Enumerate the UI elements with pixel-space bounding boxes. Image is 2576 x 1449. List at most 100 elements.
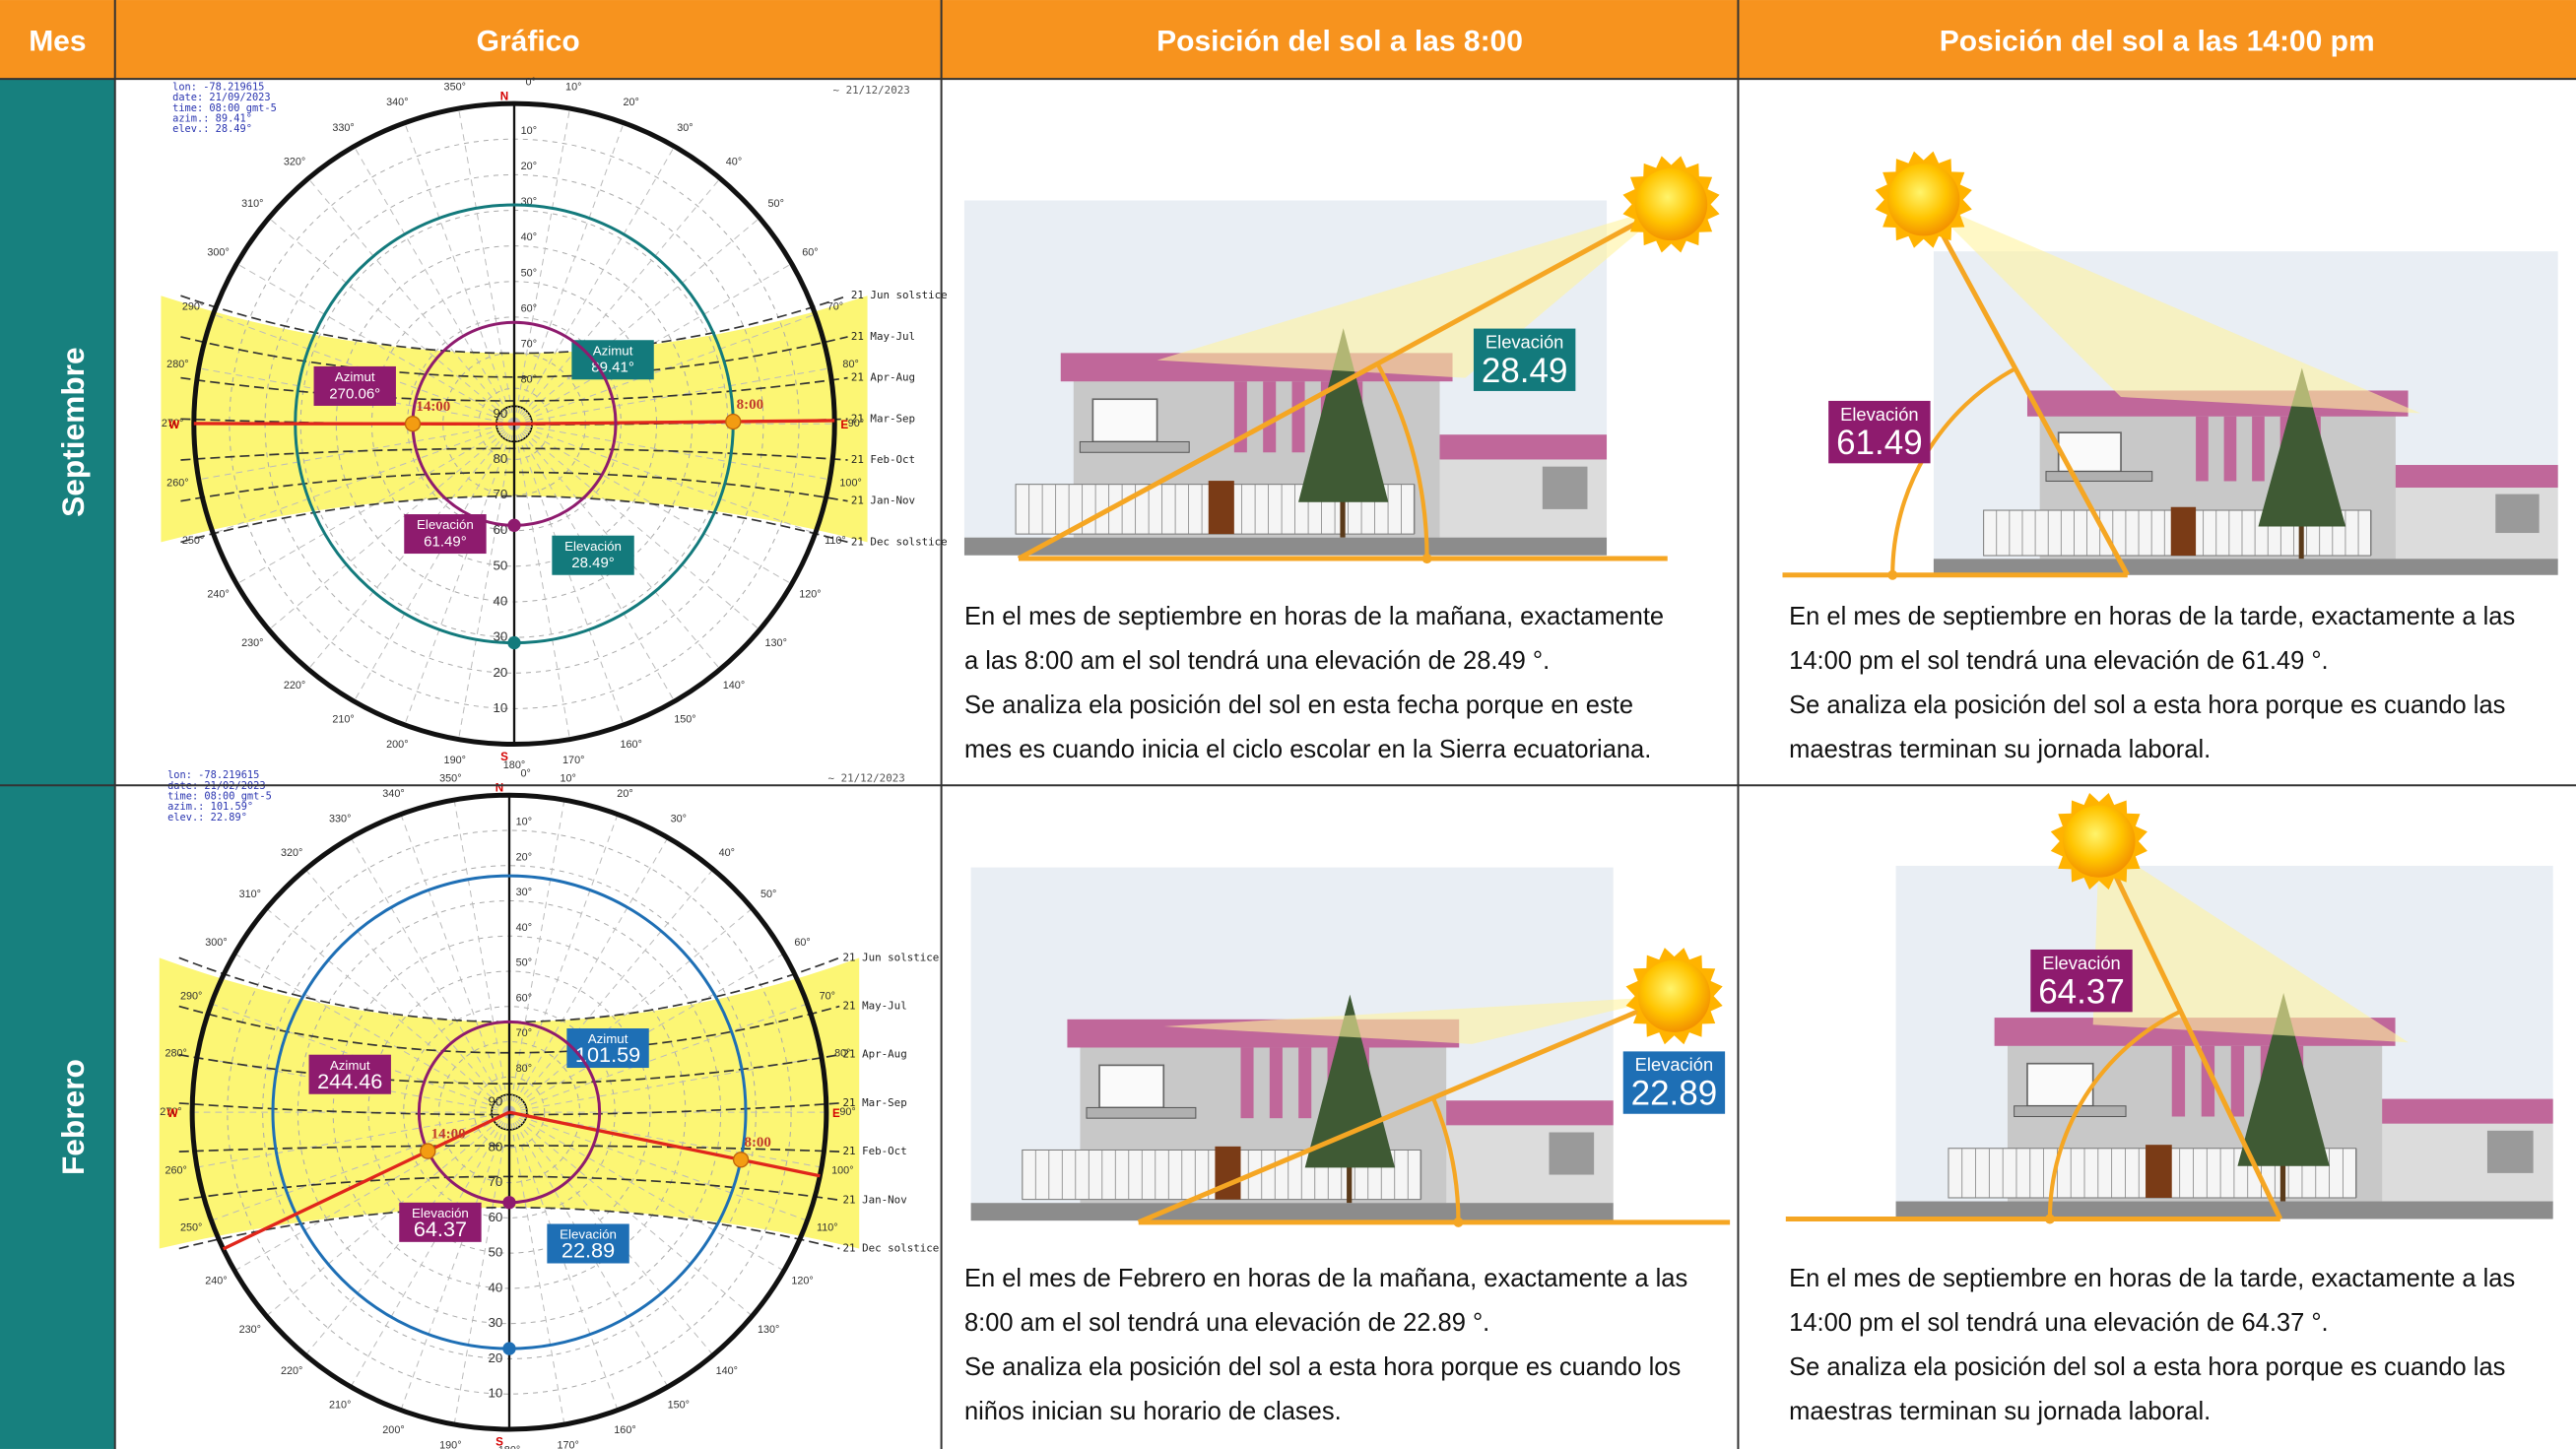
curve-label: 21 May-Jul [843, 1000, 907, 1013]
azimuth-ray [404, 424, 515, 726]
azimuth-ray [236, 423, 515, 585]
annex-band [2370, 465, 2558, 489]
annex-band [2355, 1098, 2553, 1124]
azimuth-ray [307, 177, 515, 425]
azimuth-label: 270° [162, 418, 183, 429]
elevation-dot [507, 518, 521, 532]
sun-marker [725, 413, 742, 430]
date-curve [180, 494, 848, 544]
elevation-label: 30 [488, 1315, 502, 1330]
azimuth-label: 30° [677, 122, 693, 134]
azimuth-ray [513, 263, 792, 425]
azimuth-label: 100° [831, 1165, 853, 1177]
azimuth-label: 120° [791, 1276, 813, 1287]
elevation-label-value: 61.49 [1836, 424, 1923, 462]
curve-label: 21 Jan-Nov [843, 1193, 907, 1206]
elevation-label: 90 [488, 1094, 502, 1109]
azimuth-ray [513, 423, 792, 585]
sun-ray [1921, 198, 2130, 576]
azimuth-label: 220° [284, 680, 305, 692]
sun [2063, 805, 2136, 878]
azimuth-label: 340° [382, 788, 404, 800]
cardinal: S [495, 1435, 503, 1448]
azimuth-label: 220° [281, 1365, 302, 1377]
elevation-label: 20° [516, 851, 532, 863]
ground [1933, 559, 2558, 575]
azimuth-label: 320° [281, 847, 302, 859]
description-line: Se analiza ela posición del sol en esta … [964, 692, 1633, 719]
sun-path-diagram: 21 Jun solstice 21 May-Jul 21 Apr-Aug 21 Ma… [159, 767, 939, 1449]
azimuth-label: 300° [207, 247, 229, 259]
elevation-label: 40° [516, 922, 532, 934]
azimuth-label: 110° [825, 535, 846, 547]
cardinal: E [840, 419, 848, 431]
azimuth-label: 90° [839, 1106, 855, 1118]
elevation-box-value: 22.89 [561, 1238, 615, 1263]
azimuth-label: 350° [439, 773, 461, 785]
azimuth-label: 70° [820, 990, 835, 1002]
arc-end [1453, 1217, 1464, 1227]
elevation-box [404, 514, 487, 555]
elevation-dot [502, 1342, 516, 1355]
azimuth-label: 210° [329, 1399, 351, 1411]
azimuth-label: 130° [758, 1324, 779, 1336]
azimuth-label: 290° [180, 990, 202, 1002]
description-line: Se analiza ela posición del sol a esta h… [964, 1353, 1681, 1381]
elevation-label: 40 [494, 594, 508, 609]
angle-arc [1430, 1096, 1461, 1222]
info-line: lon: -78.219615 [167, 769, 259, 781]
month-label: Septiembre [55, 347, 91, 516]
azimuth-label: 340° [386, 97, 408, 108]
annex-window [1549, 1132, 1595, 1175]
sun [1634, 167, 1708, 241]
azimuth-label: 280° [165, 1047, 186, 1059]
azimuth-label: 250° [182, 535, 204, 547]
facade-stripe [2196, 416, 2209, 482]
azimuth-ray [307, 423, 515, 670]
door [1208, 481, 1234, 535]
elevation-label: 50 [488, 1245, 502, 1260]
cardinal: W [167, 1107, 178, 1120]
elevation-label-value: 22.89 [1631, 1075, 1718, 1113]
cardinal: S [500, 751, 508, 763]
angle-arc [2047, 1009, 2182, 1219]
ground [963, 537, 1608, 556]
sun-marker [420, 1143, 436, 1159]
elevation-box [547, 1223, 629, 1264]
elevation-label: 50 [494, 558, 508, 572]
description-line: Se analiza ela posición del sol a esta h… [1789, 1353, 2505, 1381]
azimuth-label: 200° [382, 1424, 404, 1436]
elevation-box [552, 535, 634, 575]
azimuth-label: 350° [444, 82, 466, 94]
curve-label: 21 Apr-Aug [851, 371, 915, 384]
azimuth-ray [236, 263, 515, 425]
azimuth-box [566, 1028, 649, 1069]
curve-label: 21 Mar-Sep [851, 412, 915, 425]
azimuth-label: 20° [623, 97, 638, 108]
elevation-label-box [2030, 949, 2133, 1013]
tree-trunk [2298, 516, 2304, 560]
elevation-dot [507, 635, 521, 650]
azimuth-ray [513, 423, 760, 630]
tree-trunk [2279, 1154, 2286, 1202]
azimuth-ray [513, 423, 816, 535]
azimuth-label: 30° [671, 813, 687, 824]
date-curve [178, 956, 840, 1023]
time-label: 8:00 [744, 1135, 771, 1151]
arc-end [1887, 569, 1898, 580]
curve-label: 21 Mar-Sep [843, 1096, 907, 1109]
azimuth-label: 230° [241, 637, 263, 649]
azimuth-label: 310° [239, 889, 261, 900]
facade-stripe [2171, 1045, 2186, 1117]
facade-stripe [1298, 1047, 1312, 1119]
description-line: maestras terminan su jornada laboral. [1789, 1398, 2211, 1425]
azimuth-label: 70° [827, 301, 843, 313]
info-line: date: 21/09/2023 [172, 92, 271, 103]
door [2146, 1145, 2172, 1198]
elevation-box-title: Elevación [560, 1227, 617, 1242]
description-line: mes es cuando inicia el ciclo escolar en… [964, 736, 1651, 763]
azimuth-ray [268, 217, 515, 425]
elevation-label: 80° [521, 374, 537, 386]
azimuth-ray [513, 313, 816, 425]
